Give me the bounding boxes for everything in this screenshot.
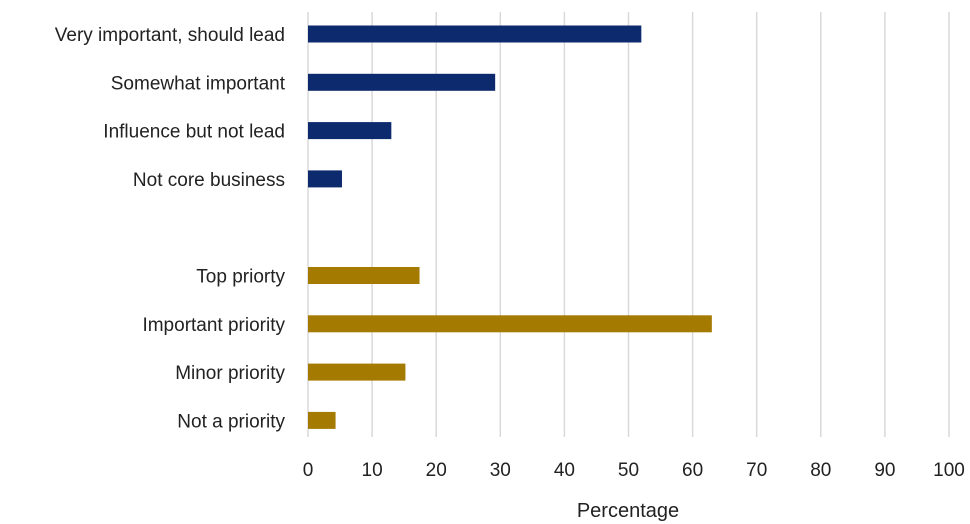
x-axis-title: Percentage <box>577 500 679 522</box>
category-label: Not core business <box>133 170 285 191</box>
bars <box>308 25 712 429</box>
x-tick-label-30: 30 <box>490 460 511 481</box>
x-tick-label-100: 100 <box>933 460 965 481</box>
category-label: Minor priority <box>175 363 285 384</box>
bar <box>308 73 496 91</box>
x-tick-label-80: 80 <box>810 460 831 481</box>
x-tick-label-60: 60 <box>682 460 703 481</box>
bar <box>308 411 336 429</box>
x-tick-label-40: 40 <box>554 460 575 481</box>
bar <box>308 363 406 381</box>
x-tick-label-50: 50 <box>618 460 639 481</box>
bar <box>308 170 342 188</box>
x-tick-label-10: 10 <box>362 460 383 481</box>
category-label: Top priorty <box>196 267 285 288</box>
bar <box>308 25 642 43</box>
category-label: Influence but not lead <box>103 122 285 143</box>
category-label: Not a priority <box>177 411 285 432</box>
x-tick-label-0: 0 <box>303 460 314 481</box>
bar <box>308 315 712 333</box>
bar <box>308 267 420 284</box>
x-tick-label-90: 90 <box>874 460 895 481</box>
x-tick-label-20: 20 <box>426 460 447 481</box>
category-labels: Very important, should lead Somewhat impo… <box>55 25 286 432</box>
x-tick-label-70: 70 <box>746 460 767 481</box>
x-tick-labels: 0 10 20 30 40 50 60 70 80 90 100 <box>303 460 965 481</box>
bar <box>308 122 392 140</box>
category-label: Very important, should lead <box>55 25 285 46</box>
category-label: Important priority <box>142 315 285 336</box>
category-label: Somewhat important <box>111 73 286 94</box>
